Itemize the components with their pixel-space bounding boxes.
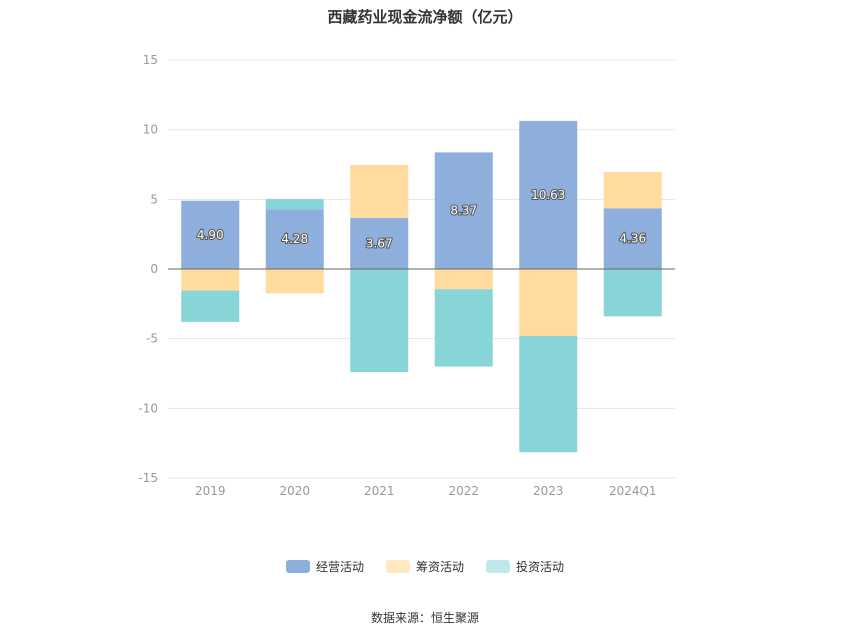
- bar-0-2023: [519, 120, 578, 269]
- legend: 经营活动 筹资活动 投资活动: [0, 558, 850, 575]
- bar-2-2022: [434, 289, 493, 367]
- y-tick-label: -15: [138, 471, 158, 485]
- data-label: 3.67: [366, 236, 393, 250]
- y-tick-label: 15: [143, 53, 158, 67]
- bar-0-2024Q1: [603, 208, 662, 269]
- bar-0-2022: [434, 152, 493, 269]
- x-tick-label: 2024Q1: [609, 484, 657, 498]
- data-label: 4.90: [197, 228, 224, 242]
- data-label: 4.28: [281, 232, 308, 246]
- y-tick-label: 5: [150, 192, 158, 206]
- y-tick-label: -5: [146, 332, 158, 346]
- legend-swatch-investing: [486, 560, 510, 573]
- x-tick-label: 2023: [533, 484, 564, 498]
- bar-0-2019: [181, 200, 240, 269]
- y-tick-label: -10: [138, 401, 158, 415]
- data-label: 8.37: [450, 204, 477, 218]
- bar-2-2019: [181, 290, 240, 322]
- y-tick-label: 0: [150, 262, 158, 276]
- data-label: 10.63: [531, 188, 565, 202]
- x-tick-label: 2022: [448, 484, 479, 498]
- legend-label-financing: 筹资活动: [415, 560, 464, 574]
- legend-item-financing[interactable]: 筹资活动: [385, 558, 464, 575]
- x-tick-label: 2021: [364, 484, 395, 498]
- bar-1-2020: [265, 269, 324, 294]
- bar-0-2021: [350, 217, 409, 269]
- x-tick-label: 2019: [195, 484, 226, 498]
- legend-item-investing[interactable]: 投资活动: [486, 558, 564, 575]
- bar-1-2022: [434, 269, 493, 290]
- legend-item-operating[interactable]: 经营活动: [285, 558, 364, 575]
- data-label: 4.36: [619, 232, 646, 246]
- bar-2-2024Q1: [603, 269, 662, 317]
- chart-title: 西藏药业现金流净额（亿元）: [327, 8, 523, 26]
- legend-swatch-financing: [385, 560, 410, 573]
- y-tick-label: 10: [143, 123, 158, 137]
- x-tick-label: 2020: [279, 484, 310, 498]
- bar-2-2020: [265, 198, 324, 210]
- bar-2-2021: [350, 269, 409, 373]
- bar-1-2021: [350, 164, 409, 218]
- bar-0-2020: [265, 209, 324, 269]
- bar-2-2023: [519, 335, 578, 453]
- bar-1-2019: [181, 269, 240, 291]
- bar-1-2023: [519, 269, 578, 336]
- cash-flow-chart: 15 10 5 0 -5 -10 -15 2019 2020 2021 2022 2023 2024Q1…: [138, 53, 675, 498]
- legend-label-operating: 经营活动: [315, 560, 364, 574]
- legend-label-investing: 投资活动: [516, 560, 565, 574]
- legend-swatch-operating: [285, 560, 310, 573]
- data-source: 数据来源：恒生聚源: [370, 611, 479, 625]
- bar-1-2024Q1: [603, 172, 662, 209]
